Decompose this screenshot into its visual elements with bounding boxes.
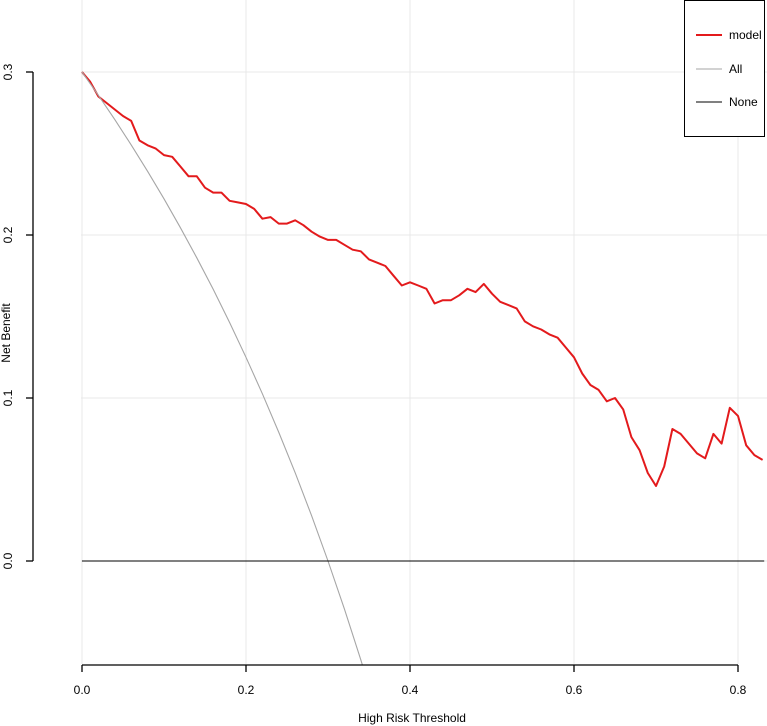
y-tick-label-0: 0.0 bbox=[1, 552, 15, 569]
series-line-model bbox=[81, 71, 764, 487]
x-tick-label-1: 0.2 bbox=[238, 683, 255, 697]
legend: model All None bbox=[684, 0, 765, 137]
grid-lines bbox=[81, 0, 767, 664]
series-line-all bbox=[81, 71, 363, 666]
y-tick-label-3: 0.3 bbox=[1, 63, 15, 80]
y-axis-title: Net Benefit bbox=[0, 303, 13, 363]
legend-label-model: model bbox=[729, 28, 762, 42]
legend-label-none: None bbox=[729, 95, 758, 109]
series-lines bbox=[81, 71, 765, 666]
x-tick-label-0: 0.0 bbox=[74, 683, 91, 697]
x-axis-title: High Risk Threshold bbox=[358, 711, 466, 725]
y-tick-label-1: 0.1 bbox=[1, 389, 15, 406]
x-tick-label-2: 0.4 bbox=[402, 683, 419, 697]
axes: 0.0 0.1 0.2 0.3 0.0 0.2 0.4 0.6 0.8 bbox=[1, 63, 747, 697]
legend-label-all: All bbox=[729, 62, 742, 76]
x-tick-label-4: 0.8 bbox=[730, 683, 747, 697]
y-tick-label-2: 0.2 bbox=[1, 226, 15, 243]
x-tick-label-3: 0.6 bbox=[566, 683, 583, 697]
